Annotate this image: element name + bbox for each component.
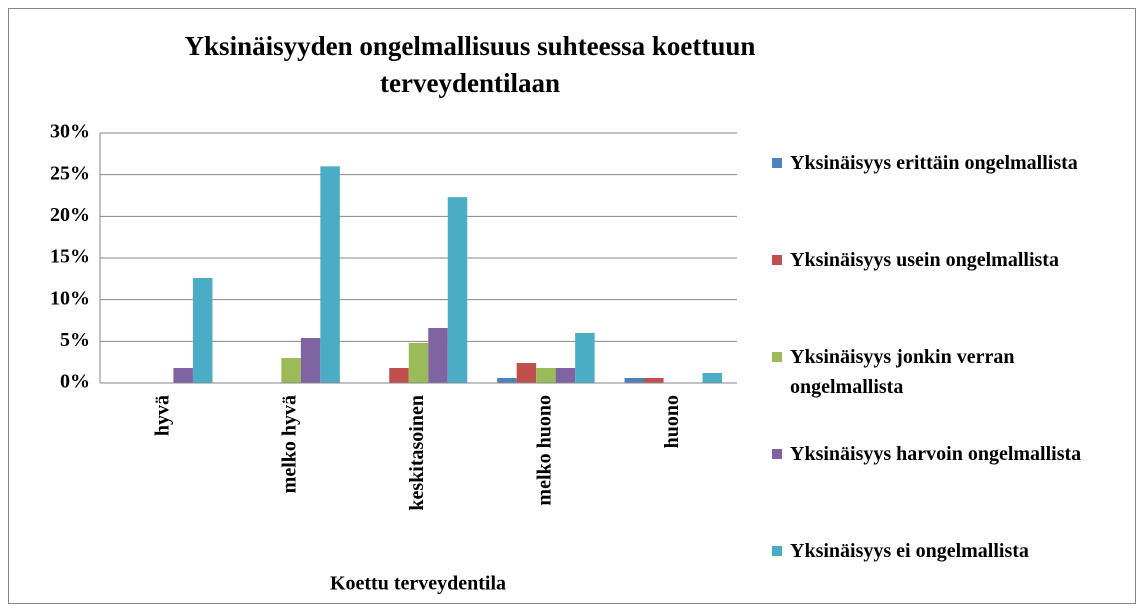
y-tick-label: 5%: [60, 329, 90, 351]
legend-item: Yksinäisyys ei ongelmallista: [772, 536, 1122, 566]
y-tick-label: 20%: [50, 204, 90, 226]
x-tick-label: melko hyvä: [279, 395, 301, 493]
bar: [408, 343, 429, 383]
bar: [300, 338, 321, 383]
legend-swatch: [772, 546, 782, 556]
bar: [447, 197, 468, 383]
legend-label: Yksinäisyys usein ongelmallista: [790, 249, 1059, 271]
y-tick-label: 15%: [50, 246, 90, 268]
legend-label: Yksinäisyys harvoin ongelmallista: [790, 443, 1082, 465]
legend-item: Yksinäisyys usein ongelmallista: [772, 245, 1122, 275]
legend-item: Yksinäisyys harvoin ongelmallista: [772, 439, 1122, 469]
legend-item: Yksinäisyys erittäin ongelmallista: [772, 148, 1122, 178]
x-tick-label: keskitasoinen: [406, 395, 428, 511]
bar: [555, 368, 576, 383]
y-tick-label: 25%: [50, 162, 90, 184]
bar: [428, 328, 448, 383]
legend-label: Yksinäisyys ei ongelmallista: [790, 540, 1029, 562]
bar: [281, 358, 301, 383]
chart-title: Yksinäisyyden ongelmallisuus suhteessa k…: [184, 31, 756, 98]
bar: [516, 363, 537, 383]
legend-label: Yksinäisyys erittäin ongelmallista: [790, 152, 1078, 174]
x-tick-label: hyvä: [151, 395, 173, 436]
border: [8, 8, 1136, 604]
bar: [575, 333, 595, 383]
x-axis-title: Koettu terveydentila: [330, 573, 506, 595]
y-tick-label: 0%: [60, 371, 90, 393]
legend-swatch: [772, 158, 782, 168]
legend-swatch: [772, 255, 782, 265]
bar: [389, 368, 409, 383]
x-tick-label: huono: [661, 395, 683, 448]
bar: [644, 378, 664, 383]
y-tick-label: 30%: [50, 121, 90, 143]
bar: [320, 166, 340, 383]
y-tick-label: 10%: [50, 287, 90, 309]
legend-swatch: [772, 449, 782, 459]
bar: [173, 368, 193, 383]
bar: [497, 378, 517, 383]
x-tick-label: melko huono: [533, 395, 555, 506]
legend-item: Yksinäisyys jonkin verran ongelmallista: [772, 342, 1122, 402]
bar: [192, 278, 213, 383]
bar: [536, 368, 556, 383]
legend-label: Yksinäisyys jonkin verran ongelmallista: [790, 346, 1015, 398]
bar: [624, 378, 645, 383]
legend-swatch: [772, 352, 782, 362]
bar: [702, 373, 723, 383]
